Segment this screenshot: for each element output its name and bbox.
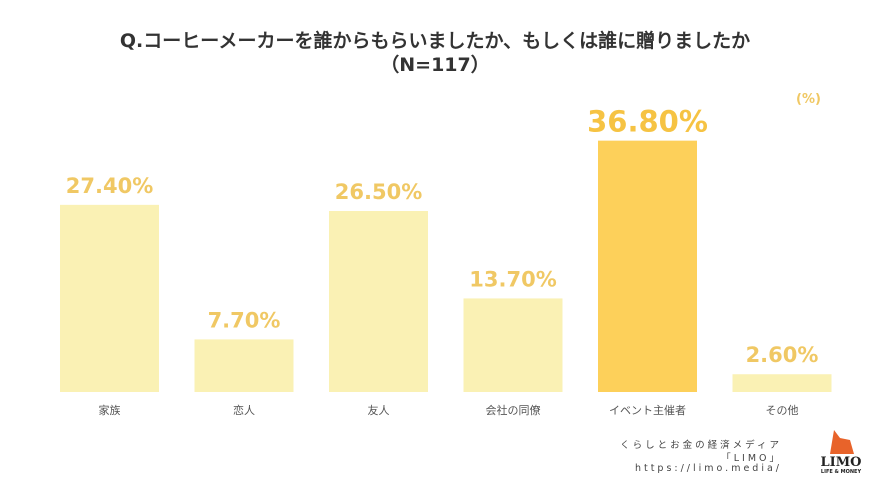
chart-title: Q.コーヒーメーカーを誰からもらいましたか、もしくは誰に贈りましたか [119, 30, 751, 52]
data-label-1: 7.70% [208, 308, 281, 332]
category-label-3: 会社の同僚 [486, 403, 541, 417]
category-label-1: 恋人 [233, 403, 255, 417]
fox-icon [830, 430, 854, 454]
category-label-2: 友人 [368, 403, 390, 417]
data-label-3: 13.70% [469, 267, 556, 291]
bar-3 [463, 298, 563, 392]
category-label-5: その他 [766, 404, 799, 417]
category-label-0: 家族 [99, 403, 121, 417]
data-label-0: 27.40% [66, 174, 153, 198]
data-label-2: 26.50% [335, 180, 422, 204]
data-label-4: 36.80% [587, 105, 708, 139]
bar-4 [598, 140, 697, 392]
unit-label: (%) [796, 92, 821, 107]
bar-1 [194, 339, 294, 392]
limo-logo: LIMO LIFE & MONEY [818, 430, 864, 475]
bar-0 [60, 204, 159, 392]
logo-tagline: LIFE & MONEY [820, 469, 862, 475]
bar-5 [732, 374, 832, 392]
credit-line1: くらしとお金の経済メディア [620, 440, 782, 451]
category-label-4: イベント主催者 [609, 403, 686, 417]
logo-name: LIMO [820, 455, 862, 470]
bar-2 [329, 211, 428, 392]
data-label-5: 2.60% [746, 343, 819, 367]
credit-line2: 「LIMO」 [721, 453, 782, 464]
credit-url: https://limo.media/ [634, 463, 782, 474]
chart-subtitle: （N=117） [380, 54, 490, 76]
